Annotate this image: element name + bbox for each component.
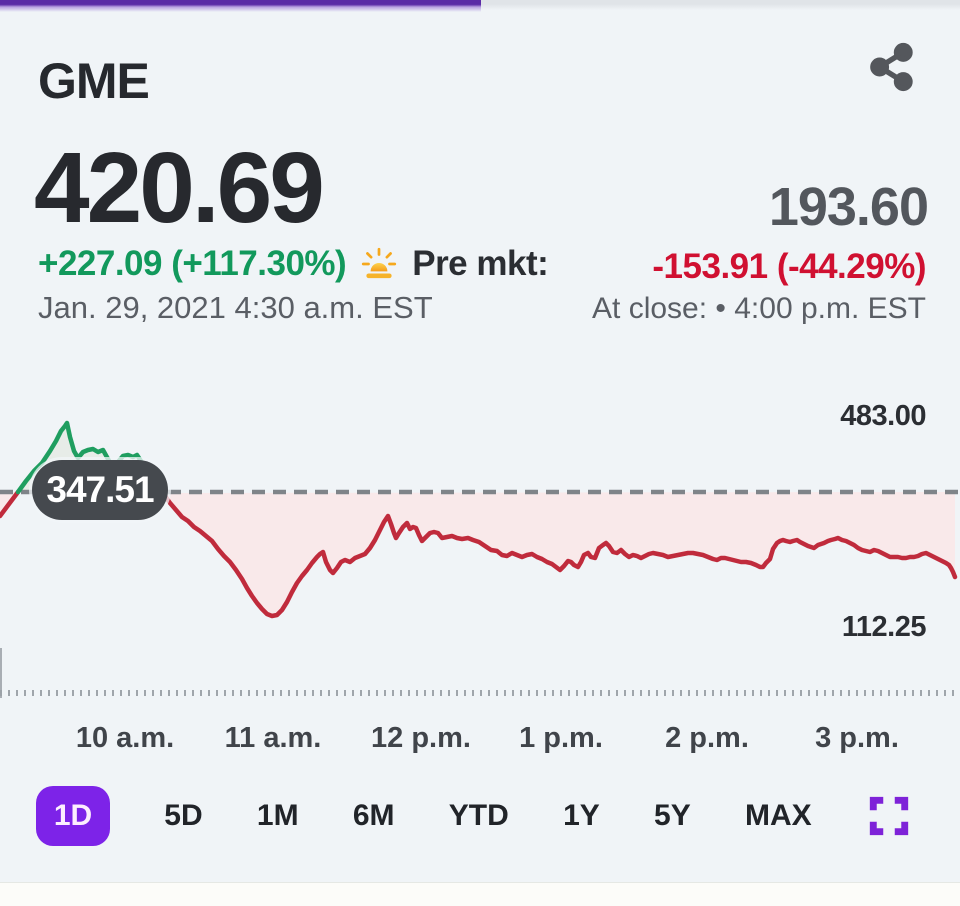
range-ytd[interactable]: YTD: [448, 799, 509, 832]
sunrise-icon: [358, 243, 400, 285]
ticker-symbol: GME: [38, 53, 150, 109]
range-1y[interactable]: 1Y: [563, 799, 600, 832]
close-price: 193.60: [768, 177, 929, 237]
scroll-progress-track: [481, 0, 960, 12]
axis-left-tick: [0, 648, 2, 698]
premarket-change: +227.09 (+117.30%): [38, 244, 347, 283]
x-axis-tick-strip: [0, 690, 960, 696]
close-change: -153.91 (-44.29%): [652, 247, 926, 286]
baseline-tooltip: 347.51: [32, 460, 168, 520]
range-selector: 1D 5D 1M 6M YTD 1Y 5Y MAX: [36, 784, 912, 848]
x-tick-label-10am: 10 a.m.: [75, 722, 175, 754]
fullscreen-icon: [869, 796, 909, 836]
close-timestamp: At close: • 4:00 p.m. EST: [592, 292, 926, 325]
share-button[interactable]: [864, 40, 920, 96]
range-1m[interactable]: 1M: [256, 799, 299, 832]
premarket-change-row: +227.09 (+117.30%): [38, 240, 549, 288]
premarket-label: Pre mkt:: [412, 244, 549, 283]
x-tick-label-3pm: 3 p.m.: [815, 722, 899, 754]
bottom-strip: [0, 882, 960, 906]
x-tick-label-11am: 11 a.m.: [224, 722, 322, 754]
range-1d[interactable]: 1D: [36, 786, 110, 846]
range-5y[interactable]: 5Y: [654, 799, 691, 832]
range-max[interactable]: MAX: [745, 799, 812, 832]
x-tick-label-1pm: 1 p.m.: [519, 722, 603, 754]
share-icon: [870, 42, 913, 92]
x-tick-label-12pm: 12 p.m.: [371, 722, 471, 754]
low-price-label: 112.25: [841, 611, 927, 643]
scroll-progress-fill: [0, 0, 481, 12]
premarket-price: 420.69: [34, 132, 325, 244]
scroll-progress-bar: [0, 0, 960, 12]
premarket-timestamp: Jan. 29, 2021 4:30 a.m. EST: [38, 290, 433, 325]
fullscreen-button[interactable]: [866, 793, 912, 839]
x-tick-label-2pm: 2 p.m.: [665, 722, 749, 754]
high-price-label: 483.00: [840, 400, 926, 432]
range-6m[interactable]: 6M: [352, 799, 395, 832]
range-5d[interactable]: 5D: [164, 799, 203, 832]
